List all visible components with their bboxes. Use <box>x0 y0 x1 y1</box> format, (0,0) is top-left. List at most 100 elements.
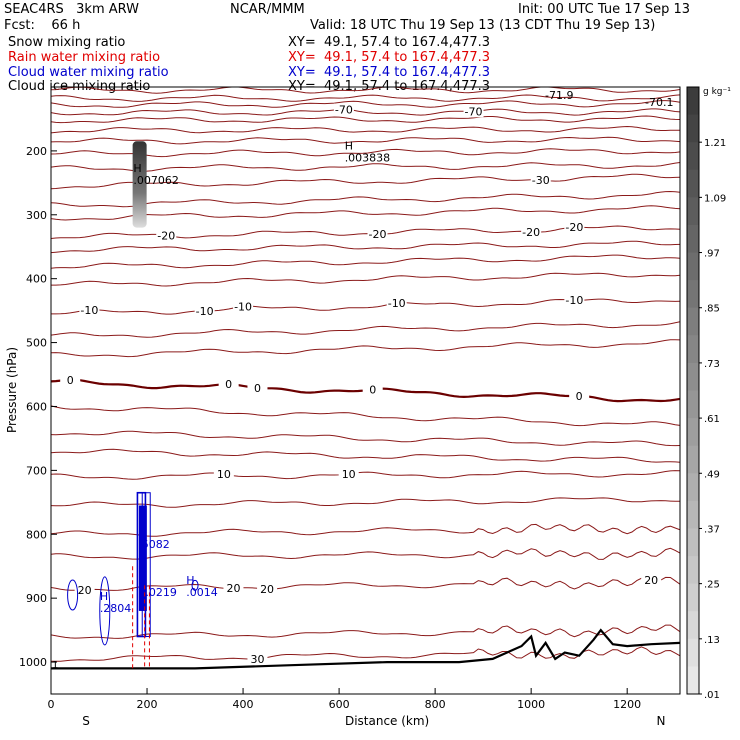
cloud-water-core <box>138 505 147 611</box>
x-tick-label: 200 <box>137 698 158 711</box>
isotherm-10 <box>51 470 680 480</box>
x-axis-end: N <box>657 714 666 728</box>
model-title: SEAC4RS 3km ARW <box>4 2 140 17</box>
contour-label: 10 <box>342 468 356 481</box>
maximum-value: .0219 <box>145 586 177 599</box>
isotherm--20 <box>51 225 680 239</box>
colorbar-label: .85 <box>704 304 720 315</box>
isotherm <box>51 547 680 560</box>
contour-label-bg <box>362 383 383 396</box>
cloud-water-contour <box>191 579 199 591</box>
isotherm <box>51 339 680 358</box>
contour-label-bg <box>521 225 542 238</box>
field-rain-name: Rain water mixing ratio <box>8 50 161 65</box>
center-title: NCAR/MMM <box>230 2 305 17</box>
contour-label-bg <box>386 297 407 310</box>
field-rain-xy: XY= 49.1, 57.4 to 167.4,477.3 <box>288 50 491 65</box>
contour-label: -10 <box>234 301 252 314</box>
colorbar-swatch <box>687 611 699 640</box>
x-tick-label: 0 <box>48 698 55 711</box>
isotherm <box>51 205 680 221</box>
top-contour-label: -71.9 <box>545 89 573 102</box>
contour-label-bg <box>223 582 244 595</box>
isotherm <box>51 523 680 537</box>
contour-label: -20 <box>522 226 540 239</box>
colorbar-swatch <box>687 638 699 667</box>
y-tick-label: 800 <box>26 528 47 541</box>
contour-label-bg <box>333 103 354 116</box>
colorbar-label: .73 <box>704 359 720 370</box>
x-axis-start: S <box>82 714 90 728</box>
colorbar-frame <box>686 86 700 695</box>
contour-label-bg <box>338 467 359 480</box>
isotherm--10 <box>51 298 680 315</box>
isotherm <box>51 87 680 94</box>
contour-label: 0 <box>67 374 74 387</box>
contour-label: 20 <box>644 574 658 587</box>
colorbar-swatch <box>687 362 699 391</box>
contour-label-bg <box>247 381 268 394</box>
colorbar-label: 1.21 <box>704 138 726 149</box>
contour-label: 20 <box>78 584 92 597</box>
contour-label: -70 <box>335 103 353 116</box>
y-tick-label: 400 <box>26 273 47 286</box>
colorbar-swatch <box>687 556 699 585</box>
colorbar-swatch <box>687 252 699 281</box>
contour-label-bg <box>257 583 278 596</box>
maximum-value: .2804 <box>100 602 132 615</box>
x-tick-label: 400 <box>233 698 254 711</box>
forecast-hour: Fcst: 66 h <box>4 18 81 33</box>
isotherm <box>51 405 680 427</box>
y-tick-label: 300 <box>26 209 47 222</box>
maximum-value: .0014 <box>186 586 218 599</box>
contour-label-bg <box>233 300 254 313</box>
cloud-water-contour <box>99 576 111 646</box>
contour-label: -20 <box>157 229 175 242</box>
isotherm <box>51 624 680 639</box>
contour-label: -10 <box>565 294 583 307</box>
contour-label-bg <box>74 583 95 596</box>
contour-label-bg <box>194 304 215 317</box>
isotherm <box>51 100 680 108</box>
colorbar-swatch <box>687 528 699 557</box>
isotherm <box>51 125 680 134</box>
snow-shading <box>132 141 147 228</box>
y-tick-label: 600 <box>26 400 47 413</box>
contour-label: 30 <box>250 653 264 666</box>
isotherm--30 <box>51 173 680 190</box>
maximum-value: .007062 <box>133 174 179 187</box>
contour-label: 0 <box>254 382 261 395</box>
isotherm-30 <box>51 646 680 662</box>
x-tick-label: 800 <box>425 698 446 711</box>
contour-label-bg <box>156 229 177 242</box>
contour-label-bg <box>641 573 662 586</box>
isotherm <box>51 430 680 447</box>
contour-label: 20 <box>260 583 274 596</box>
init-time: Init: 00 UTC Tue 17 Sep 13 <box>518 2 691 17</box>
contour-label: -30 <box>532 174 550 187</box>
colorbar-swatch <box>687 114 699 143</box>
maximum-value: .003838 <box>345 151 391 164</box>
colorbar-swatch <box>687 418 699 447</box>
colorbar-swatch <box>687 87 699 116</box>
x-axis-label: Distance (km) <box>345 714 429 728</box>
colorbar-swatch <box>687 500 699 529</box>
colorbar-swatch <box>687 307 699 336</box>
contour-label-bg <box>530 174 551 187</box>
isotherm <box>51 136 680 145</box>
contour-label: 0 <box>369 383 376 396</box>
contour-label-bg <box>564 294 585 307</box>
colorbar-label: .13 <box>704 635 720 646</box>
isotherm <box>51 448 680 463</box>
colorbar-label: 1.09 <box>704 193 726 204</box>
colorbar-swatch <box>687 666 699 695</box>
contour-label-bg <box>367 227 388 240</box>
field-cloud-water-name: Cloud water mixing ratio <box>8 65 169 80</box>
colorbar-label: .97 <box>704 249 720 260</box>
contour-label-bg <box>463 105 484 118</box>
colorbar-label: .37 <box>704 524 720 535</box>
contour-label: -10 <box>80 304 98 317</box>
field-snow-name: Snow mixing ratio <box>8 35 126 50</box>
contour-label-bg <box>60 373 81 386</box>
isotherm <box>51 272 680 287</box>
